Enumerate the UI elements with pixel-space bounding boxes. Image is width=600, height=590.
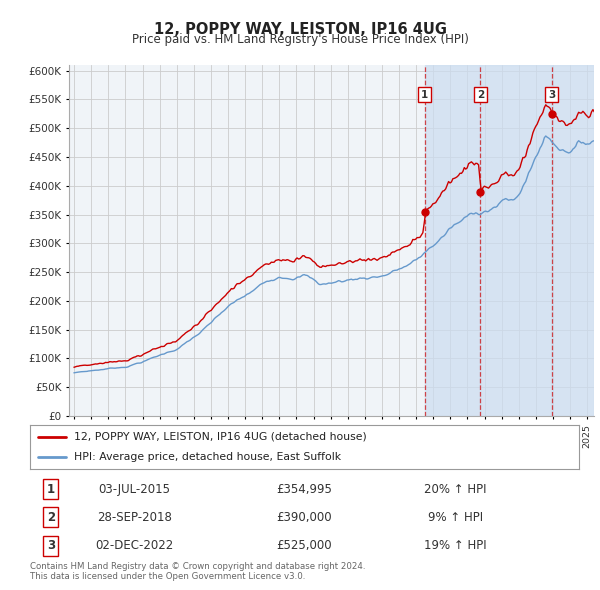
Text: £354,995: £354,995 [277, 483, 332, 496]
Text: Contains HM Land Registry data © Crown copyright and database right 2024.
This d: Contains HM Land Registry data © Crown c… [30, 562, 365, 581]
Text: 3: 3 [47, 539, 55, 552]
Text: 9% ↑ HPI: 9% ↑ HPI [428, 511, 483, 524]
Text: £525,000: £525,000 [277, 539, 332, 552]
Text: Price paid vs. HM Land Registry's House Price Index (HPI): Price paid vs. HM Land Registry's House … [131, 33, 469, 46]
Text: 03-JUL-2015: 03-JUL-2015 [98, 483, 170, 496]
Text: 1: 1 [47, 483, 55, 496]
Text: 3: 3 [548, 90, 555, 100]
Text: 02-DEC-2022: 02-DEC-2022 [95, 539, 173, 552]
Text: 28-SEP-2018: 28-SEP-2018 [97, 511, 172, 524]
Bar [551, 65, 594, 416]
Bar [480, 65, 551, 416]
Text: 19% ↑ HPI: 19% ↑ HPI [424, 539, 487, 552]
Text: 2: 2 [47, 511, 55, 524]
Text: 1: 1 [421, 90, 428, 100]
Bar [425, 65, 480, 416]
Text: 12, POPPY WAY, LEISTON, IP16 4UG: 12, POPPY WAY, LEISTON, IP16 4UG [154, 22, 446, 37]
Text: 2: 2 [476, 90, 484, 100]
Text: 12, POPPY WAY, LEISTON, IP16 4UG (detached house): 12, POPPY WAY, LEISTON, IP16 4UG (detach… [74, 432, 367, 442]
Text: £390,000: £390,000 [277, 511, 332, 524]
Text: HPI: Average price, detached house, East Suffolk: HPI: Average price, detached house, East… [74, 452, 341, 462]
Text: 20% ↑ HPI: 20% ↑ HPI [424, 483, 487, 496]
